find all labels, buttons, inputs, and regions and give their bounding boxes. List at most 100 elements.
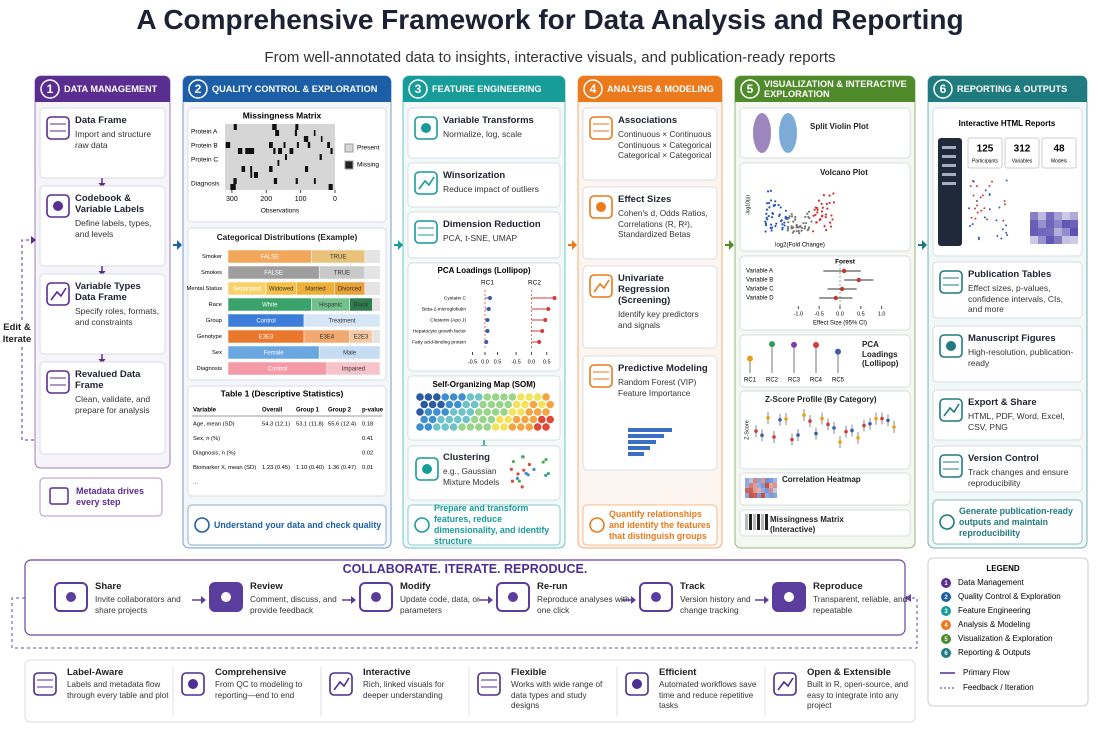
card-desc: Continuous × Categorical [618, 139, 712, 150]
step-number: 5 [747, 82, 754, 96]
report-menu [942, 146, 956, 149]
segment-label: Divorced [338, 287, 362, 293]
table-cell: Diagnosis, n (%) [193, 451, 236, 457]
feedback-arrow [905, 594, 911, 602]
x-tick-label: RC2 [766, 378, 779, 384]
importance-bar [628, 452, 644, 456]
volcano-dot [828, 194, 831, 197]
table-cell: 54.3 (12.1) [262, 422, 290, 428]
cluster-dot [515, 476, 519, 480]
zscore-dot [820, 416, 824, 421]
volcano-dot [821, 206, 824, 209]
som-cell [441, 393, 450, 401]
heat-cell [757, 488, 761, 493]
segment-label: Treatment [328, 319, 355, 325]
som-cell [420, 400, 429, 409]
matrix-missing [277, 160, 280, 166]
card-title: Codebook & Variable Labels [75, 193, 145, 215]
feature-text: Efficient Automated workflows save time a… [659, 667, 761, 712]
zscore-dot [886, 418, 890, 423]
volcano-dot [772, 204, 775, 208]
legend-number: 4 [944, 623, 948, 629]
segment-label: E3E3 [259, 335, 274, 341]
som-cell [546, 400, 554, 409]
step-icon [639, 582, 673, 612]
segment-label: Married [305, 287, 325, 293]
variable-label: Clusterin (Apo J) [430, 317, 466, 323]
matrix-missing [237, 148, 243, 154]
segment-label: Hispanic [319, 303, 342, 309]
cluster-dot [544, 457, 548, 462]
volcano-dot [791, 231, 794, 234]
flow-arrow [201, 596, 206, 604]
heat-cell [753, 483, 757, 488]
som-cell [416, 393, 424, 401]
heat-cell [773, 483, 777, 488]
legend-label: Visualization & Exploration [958, 634, 1053, 643]
som-cell [512, 400, 521, 409]
volcano-dot [777, 203, 780, 207]
card-title: Predictive Modeling [618, 363, 708, 374]
matrix-missing [330, 148, 333, 154]
mini-heat [1070, 212, 1078, 220]
heat-cell [745, 493, 749, 498]
zscore-dot [790, 437, 794, 442]
feedback-arrow [31, 236, 36, 244]
lollipop-head [485, 318, 490, 322]
mini-dot [983, 207, 986, 210]
icon [589, 274, 613, 298]
step-icon [66, 592, 76, 602]
x-tick-label: 0.5 [494, 359, 502, 365]
volcano-dot [830, 214, 833, 217]
lollipop-head [537, 340, 542, 344]
panel-title: Categorical Distributions (Example) [216, 232, 358, 242]
mini-dot [988, 193, 991, 196]
volcano-dot [804, 225, 807, 228]
step-number: 1 [47, 82, 54, 96]
som-cell [538, 400, 546, 409]
mini-dot [967, 207, 970, 210]
variable-label: Variable C [746, 287, 774, 293]
feature-desc: Automated workflows save time and reduce… [659, 680, 757, 710]
step-desc: Version history and change tracking [680, 594, 751, 615]
miss-cell [757, 514, 760, 530]
heat-cell [753, 488, 757, 493]
card-desc: Reduce impact of outliers [443, 184, 539, 194]
footer-box [407, 504, 561, 546]
som-cell [525, 393, 533, 401]
zscore-dot [784, 417, 788, 421]
matrix-bg [225, 124, 335, 190]
heat-cell [757, 493, 761, 498]
volcano-dot [793, 218, 797, 221]
mini-dot [1006, 233, 1009, 236]
footer-icon [414, 517, 430, 533]
heat-cell [769, 483, 773, 488]
feature-desc: Works with wide range of data types and … [511, 680, 603, 710]
matrix-missing [233, 124, 237, 130]
matrix-missing [304, 166, 309, 172]
step-number: 4 [590, 82, 597, 96]
som-cell [479, 400, 487, 409]
matrix-missing [328, 184, 333, 190]
card-desc: Random Forest (VIP) [618, 377, 697, 387]
card [187, 385, 387, 497]
feature-title: Efficient [659, 667, 697, 678]
som-cell [433, 393, 441, 401]
cluster-dot [527, 462, 531, 467]
som-cell [416, 423, 424, 431]
card [582, 107, 718, 181]
cluster-dot [517, 479, 521, 483]
footer-icon [589, 517, 605, 533]
table-cell: 1.23 (0.45) [262, 465, 290, 471]
card [932, 389, 1083, 441]
icon [593, 279, 610, 293]
series-label: RC1 [481, 280, 494, 287]
bar-segment [318, 345, 381, 360]
volcano-dot [799, 224, 802, 228]
step-icon [784, 592, 794, 602]
icon [414, 171, 438, 195]
mini-heat [1038, 236, 1046, 244]
mini-dot [1005, 231, 1008, 234]
volcano-dot [815, 221, 818, 224]
icon [943, 403, 960, 417]
